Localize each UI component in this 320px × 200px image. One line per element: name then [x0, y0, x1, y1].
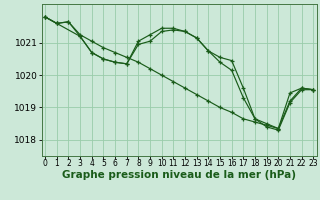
X-axis label: Graphe pression niveau de la mer (hPa): Graphe pression niveau de la mer (hPa) [62, 170, 296, 180]
